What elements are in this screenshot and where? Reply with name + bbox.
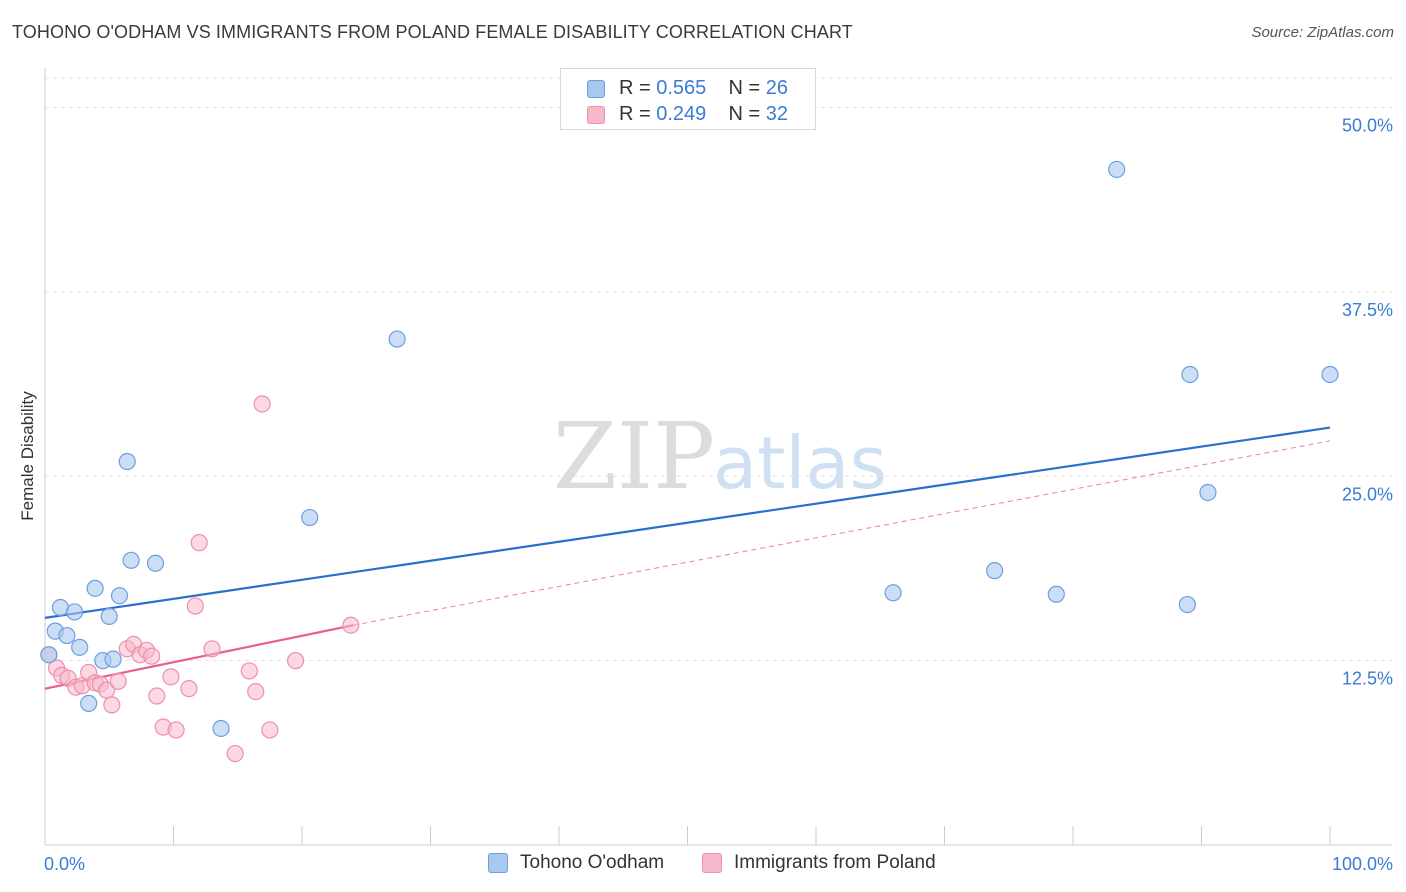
n-label: N = <box>728 77 761 99</box>
data-point-poland <box>103 696 121 714</box>
data-point-poland <box>226 744 244 763</box>
data-point-poland <box>143 647 161 665</box>
n-label: N = <box>728 103 761 125</box>
trendline-poland-dashed <box>353 440 1331 626</box>
data-point-tohono <box>118 452 136 471</box>
tick-label-layer: 12.5% 25.0% 37.5% 50.0% 0.0% 100.0% <box>44 116 1393 875</box>
legend-stats-series2: R = 0.249 N = 32 <box>619 103 788 126</box>
trendline-tohono <box>44 426 1331 619</box>
source-label[interactable]: Source: ZipAtlas.com <box>1251 24 1394 41</box>
legend-swatch-series1 <box>587 80 605 98</box>
x-tick-label: 100.0% <box>1332 854 1393 874</box>
watermark: ZIP atlas <box>553 403 887 510</box>
data-point-tohono <box>71 638 89 656</box>
chart-title: TOHONO O'ODHAM VS IMMIGRANTS FROM POLAND… <box>12 22 853 42</box>
data-point-tohono <box>146 554 165 572</box>
data-point-tohono <box>1181 365 1199 384</box>
data-point-poland <box>342 616 360 634</box>
legend-item-poland[interactable]: Immigrants from Poland <box>702 852 962 876</box>
data-point-tohono <box>100 607 118 625</box>
data-point-tohono <box>80 694 98 713</box>
data-point-poland <box>240 662 258 680</box>
data-point-tohono <box>1199 483 1217 502</box>
data-point-tohono <box>1108 160 1126 179</box>
data-point-tohono <box>40 646 58 664</box>
data-point-tohono <box>212 719 230 738</box>
data-point-tohono <box>1178 595 1196 614</box>
watermark-atlas: atlas <box>713 421 887 505</box>
axis-layer <box>44 68 1392 846</box>
data-point-poland <box>190 534 208 552</box>
data-point-poland <box>148 687 166 705</box>
legend-label-poland: Immigrants from Poland <box>734 852 936 873</box>
y-tick-label: 50.0% <box>1342 116 1393 136</box>
data-point-poland <box>253 395 271 413</box>
data-point-tohono <box>65 603 84 621</box>
data-point-tohono <box>301 508 319 527</box>
legend-swatch-series2 <box>587 106 605 124</box>
data-point-tohono <box>1047 585 1065 603</box>
y-tick-label: 12.5% <box>1342 669 1393 689</box>
legend-item-tohono[interactable]: Tohono O'odham <box>488 852 688 876</box>
x-tick-label: 0.0% <box>44 854 85 874</box>
y-tick-label: 25.0% <box>1342 484 1393 504</box>
data-point-tohono <box>388 330 406 348</box>
r-label: R = <box>619 103 651 125</box>
data-point-tohono <box>58 626 76 645</box>
data-point-poland <box>109 672 127 690</box>
y-axis-label: Female Disability <box>18 391 37 521</box>
data-point-tohono <box>51 598 70 617</box>
data-point-poland <box>247 682 265 701</box>
correlation-legend: R = 0.565 N = 26 R = 0.249 N = 32 <box>560 68 816 130</box>
data-point-poland <box>286 652 305 670</box>
data-point-poland <box>203 640 221 658</box>
data-point-poland <box>167 721 185 739</box>
data-point-tohono <box>1321 365 1339 384</box>
data-point-tohono <box>86 579 104 597</box>
legend-swatch-tohono <box>488 853 508 873</box>
points-layer <box>40 160 1339 763</box>
y-tick-label: 37.5% <box>1342 300 1393 320</box>
data-point-poland <box>162 668 180 686</box>
legend-label-tohono: Tohono O'odham <box>520 852 665 873</box>
data-point-poland <box>261 721 279 739</box>
data-point-tohono <box>110 587 129 605</box>
legend-swatch-poland <box>702 853 722 873</box>
data-point-poland <box>186 597 204 615</box>
n-value: 32 <box>765 103 789 125</box>
data-point-tohono <box>104 650 122 668</box>
data-point-poland <box>180 680 198 698</box>
n-value: 26 <box>765 77 789 99</box>
data-point-tohono <box>986 562 1004 580</box>
r-value: 0.565 <box>656 77 707 99</box>
legend-stats-series1: R = 0.565 N = 26 <box>619 77 788 100</box>
data-point-tohono <box>884 584 902 602</box>
r-value: 0.249 <box>656 103 707 125</box>
data-point-tohono <box>122 551 140 569</box>
watermark-zip: ZIP <box>553 403 715 510</box>
r-label: R = <box>619 77 651 99</box>
